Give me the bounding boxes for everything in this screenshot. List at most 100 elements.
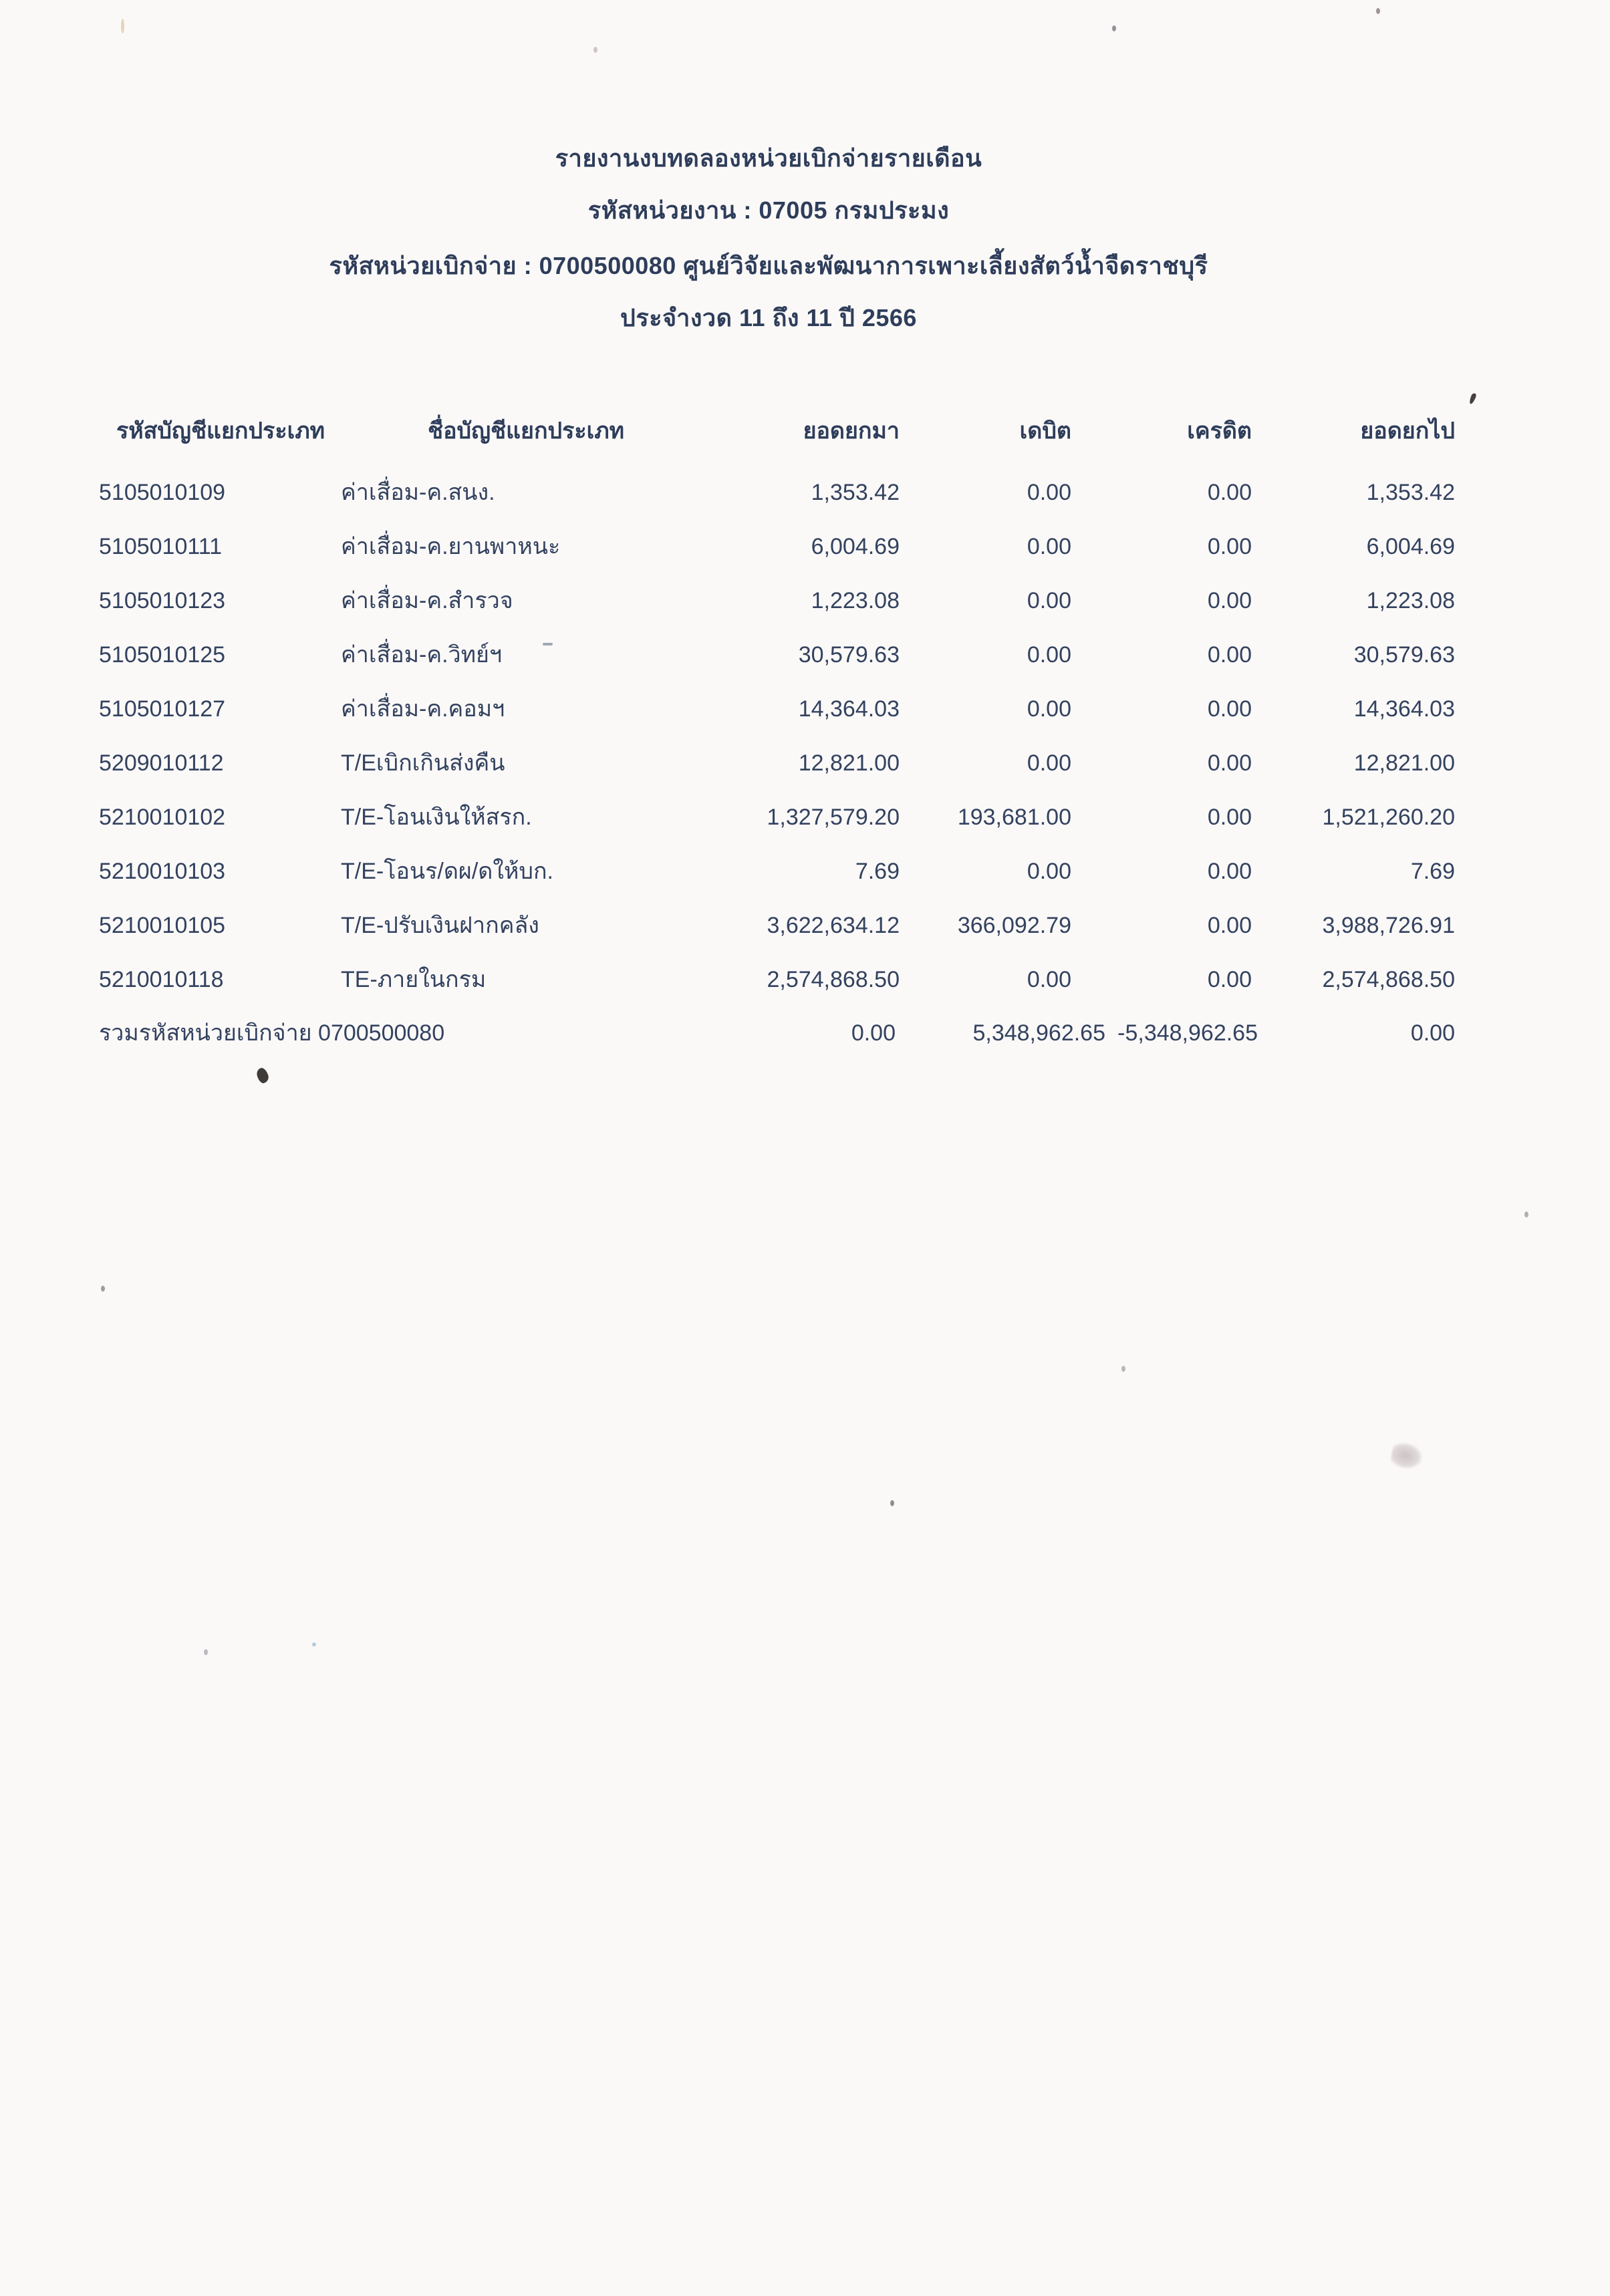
credit-value: 0.00: [1207, 913, 1252, 938]
brought-forward-value: 3,622,634.12: [767, 913, 900, 938]
disbursement-unit-line: รหัสหน่วยเบิกจ่าย : 0700500080 ศูนย์วิจั…: [329, 252, 1208, 279]
dust-speck: [1376, 8, 1380, 14]
header-carried-forward: ยอดยกไป: [1360, 418, 1455, 444]
account-name: T/Eเบิกเกินส่งคืน: [341, 750, 505, 776]
table-row: 5210010103 T/E-โอนร/ดผ/ดให้บก. 7.69 0.00…: [99, 855, 1455, 888]
account-name: ค่าเสื่อม-ค.วิทย์ฯ: [341, 642, 503, 668]
table-header-row: รหัสบัญชีแยกประเภท ชื่อบัญชีแยกประเภท ยอ…: [99, 414, 1455, 448]
table-row: 5210010102 T/E-โอนเงินให้สรก. 1,327,579.…: [99, 801, 1455, 834]
account-name: T/E-โอนเงินให้สรก.: [341, 805, 532, 830]
table-row: 5209010112 T/Eเบิกเกินส่งคืน 12,821.00 0…: [99, 746, 1455, 780]
credit-value: 0.00: [1207, 534, 1252, 559]
carried-forward-value: 14,364.03: [1353, 696, 1455, 722]
brought-forward-value: 7.69: [855, 859, 900, 884]
brought-forward-value: 12,821.00: [798, 750, 900, 776]
carried-forward-value: 2,574,868.50: [1322, 967, 1455, 992]
debit-value: 0.00: [1027, 859, 1071, 884]
debit-value: 0.00: [1027, 588, 1071, 613]
table-row: 5105010123 ค่าเสื่อม-ค.สำรวจ 1,223.08 0.…: [99, 584, 1455, 617]
account-name: T/E-ปรับเงินฝากคลัง: [341, 913, 539, 938]
dust-speck: [101, 1286, 105, 1292]
table-row: 5105010111 ค่าเสื่อม-ค.ยานพาหนะ 6,004.69…: [99, 530, 1455, 563]
dust-speck: [1112, 25, 1116, 31]
header-debit: เดบิต: [1019, 418, 1071, 444]
account-name: ค่าเสื่อม-ค.สำรวจ: [341, 588, 513, 613]
debit-value: 0.00: [1027, 534, 1071, 559]
brought-forward-value: 2,574,868.50: [767, 967, 900, 992]
credit-value: 0.00: [1207, 750, 1252, 776]
credit-value: 0.00: [1207, 859, 1252, 884]
account-name: ค่าเสื่อม-ค.คอมฯ: [341, 696, 505, 722]
account-name: TE-ภายในกรม: [341, 967, 487, 992]
dust-speck: [1121, 1366, 1125, 1372]
brought-forward-value: 1,353.42: [811, 480, 900, 505]
header-account-name: ชื่อบัญชีแยกประเภท: [428, 418, 625, 444]
table-row: 5105010125 ค่าเสื่อม-ค.วิทย์ฯ 30,579.63 …: [99, 638, 1455, 672]
credit-value: 0.00: [1207, 642, 1252, 668]
carried-forward-value: 1,353.42: [1366, 480, 1455, 505]
account-code: 5210010102: [99, 805, 226, 830]
dust-speck: [312, 1642, 316, 1646]
account-code: 5210010118: [99, 967, 224, 992]
table-total-row: รวมรหัสหน่วยเบิกจ่าย 0700500080 0.00 5,3…: [99, 1016, 1455, 1050]
account-code: 5105010111: [99, 534, 223, 559]
carried-forward-value: 12,821.00: [1353, 750, 1455, 776]
carried-forward-value: 1,521,260.20: [1322, 805, 1455, 830]
smudge-artifact: [1389, 1440, 1425, 1472]
account-code: 5105010127: [99, 696, 226, 722]
dust-speck: [121, 19, 124, 33]
total-carried-forward: 0.00: [1410, 1020, 1455, 1046]
carried-forward-value: 1,223.08: [1366, 588, 1455, 613]
account-code: 5105010123: [99, 588, 226, 613]
account-code: 5105010125: [99, 642, 226, 668]
total-brought-forward: 0.00: [851, 1020, 896, 1046]
brought-forward-value: 14,364.03: [798, 696, 900, 722]
carried-forward-value: 3,988,726.91: [1322, 913, 1455, 938]
debit-value: 0.00: [1027, 480, 1071, 505]
credit-value: 0.00: [1207, 967, 1252, 992]
dust-speck: [593, 47, 597, 53]
header-credit: เครดิต: [1187, 418, 1252, 444]
debit-value: 0.00: [1027, 750, 1071, 776]
report-title: รายงานงบทดลองหน่วยเบิกจ่ายรายเดือน: [555, 144, 982, 172]
account-code: 5105010109: [99, 480, 226, 505]
table-row: 5105010109 ค่าเสื่อม-ค.สนง. 1,353.42 0.0…: [99, 476, 1455, 509]
carried-forward-value: 6,004.69: [1366, 534, 1455, 559]
carried-forward-value: 30,579.63: [1353, 642, 1455, 668]
account-code: 5210010103: [99, 859, 226, 884]
debit-value: 366,092.79: [957, 913, 1071, 938]
account-code: 5210010105: [99, 913, 226, 938]
account-name: T/E-โอนร/ดผ/ดให้บก.: [341, 859, 554, 884]
account-name: ค่าเสื่อม-ค.ยานพาหนะ: [341, 534, 561, 559]
total-debit: 5,348,962.65: [972, 1020, 1105, 1046]
debit-value: 0.00: [1027, 696, 1071, 722]
credit-value: 0.00: [1207, 588, 1252, 613]
total-credit: -5,348,962.65: [1117, 1020, 1258, 1046]
carried-forward-value: 7.69: [1410, 859, 1455, 884]
brought-forward-value: 1,327,579.20: [767, 805, 900, 830]
period-line: ประจำงวด 11 ถึง 11 ปี 2566: [620, 304, 917, 331]
header-brought-forward: ยอดยกมา: [803, 418, 900, 444]
account-name: ค่าเสื่อม-ค.สนง.: [341, 480, 495, 505]
table-row: 5210010118 TE-ภายในกรม 2,574,868.50 0.00…: [99, 963, 1455, 996]
credit-value: 0.00: [1207, 805, 1252, 830]
dust-speck: [890, 1500, 894, 1506]
table-row: 5210010105 T/E-ปรับเงินฝากคลัง 3,622,634…: [99, 909, 1455, 942]
brought-forward-value: 30,579.63: [798, 642, 900, 668]
brought-forward-value: 6,004.69: [811, 534, 900, 559]
credit-value: 0.00: [1207, 696, 1252, 722]
tick-mark-artifact: [1468, 392, 1477, 405]
credit-value: 0.00: [1207, 480, 1252, 505]
ink-blob-artifact: [255, 1066, 271, 1085]
dust-speck: [204, 1649, 208, 1655]
brought-forward-value: 1,223.08: [811, 588, 900, 613]
dust-speck: [1524, 1211, 1528, 1217]
debit-value: 193,681.00: [957, 805, 1071, 830]
total-label: รวมรหัสหน่วยเบิกจ่าย 0700500080: [99, 1020, 445, 1046]
agency-code-line: รหัสหน่วยงาน : 07005 กรมประมง: [587, 196, 950, 224]
account-code: 5209010112: [99, 750, 224, 776]
debit-value: 0.00: [1027, 967, 1071, 992]
debit-value: 0.00: [1027, 642, 1071, 668]
header-account-code: รหัสบัญชีแยกประเภท: [116, 418, 325, 444]
